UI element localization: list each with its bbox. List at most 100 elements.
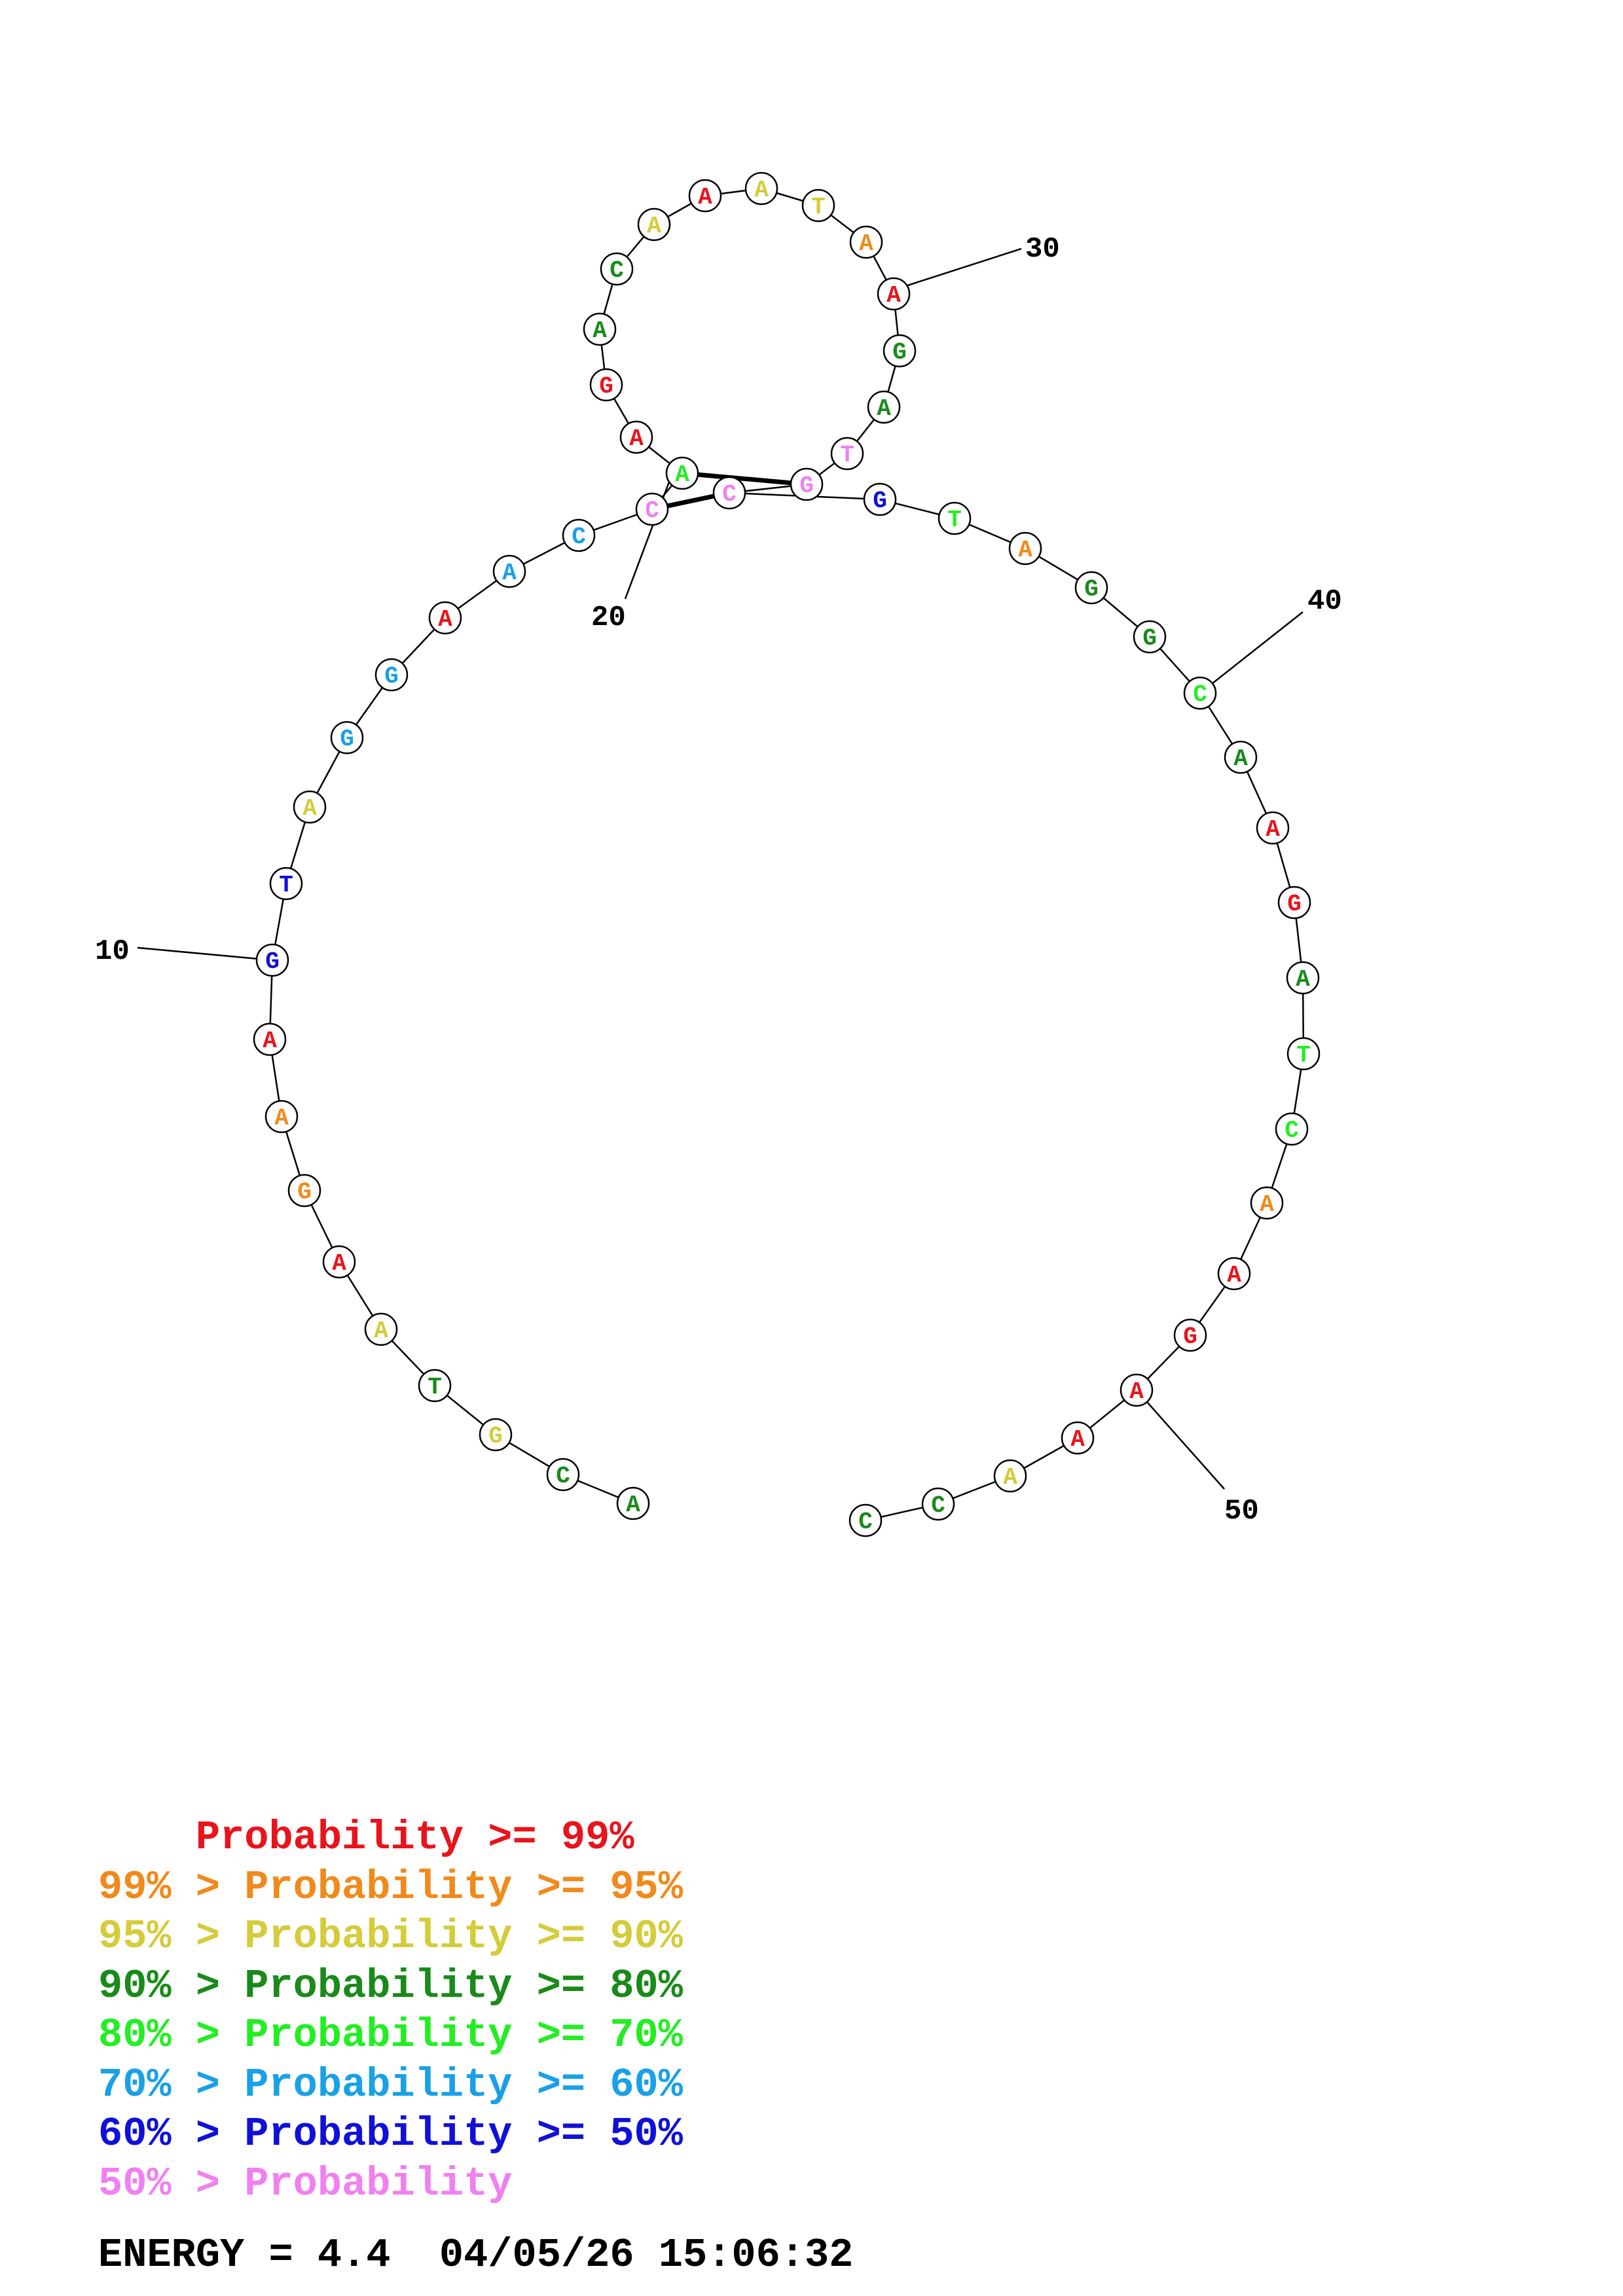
nucleotide: T [938, 501, 972, 535]
nucleotide-circle [253, 1022, 287, 1056]
nucleotide: A [877, 277, 911, 311]
nucleotide: A [293, 790, 327, 824]
nucleotide: A [1256, 811, 1290, 845]
nucleotide-circle [583, 312, 617, 346]
nucleotide-base: C [722, 481, 737, 508]
legend-label: 50% > Probability [98, 2160, 513, 2207]
nucleotide-base: C [1285, 1117, 1299, 1144]
nucleotide: A [1008, 531, 1042, 565]
nucleotide: C [600, 252, 634, 286]
nucleotide: C [546, 1458, 580, 1492]
nucleotide-base: G [799, 473, 814, 499]
nucleotide-circle [293, 790, 327, 824]
nucleotide: C [562, 518, 596, 552]
legend-label: 99% > Probability >= 95% [98, 1863, 683, 1910]
nucleotide-circle [255, 943, 289, 977]
nucleotide-base: G [1142, 625, 1157, 652]
nucleotide-base: A [302, 795, 317, 822]
nucleotide: G [1074, 571, 1108, 605]
legend-label: 60% > Probability >= 50% [98, 2111, 683, 2157]
nucleotide-base: A [1227, 1262, 1241, 1289]
nucleotide-circle [712, 476, 746, 510]
nucleotide: A [849, 225, 883, 259]
nucleotide-circle [801, 188, 835, 223]
nucleotide-base: A [593, 317, 607, 344]
nucleotide: C [712, 476, 746, 510]
nucleotide-circle [428, 601, 462, 635]
nucleotide: A [637, 207, 671, 242]
nucleotide-circle [287, 1174, 321, 1208]
nucleotide: G [1133, 620, 1167, 654]
nucleotide-base: A [332, 1250, 346, 1277]
legend-label: 70% > Probability >= 60% [98, 2061, 683, 2108]
nucleotide: A [492, 554, 526, 588]
nucleotide-base: A [1003, 1464, 1017, 1491]
energy-footer: ENERGY = 4.4 04/05/26 15:06:32 [98, 2232, 854, 2278]
nucleotide-base: T [1296, 1042, 1311, 1069]
nucleotide: A [583, 312, 617, 346]
nucleotide-circle [938, 501, 972, 535]
nucleotide-circle [1286, 1037, 1321, 1071]
position-tick [1199, 611, 1304, 694]
position-label: 10 [95, 935, 130, 968]
nucleotide-circle [744, 171, 778, 206]
nucleotide: A [744, 171, 778, 206]
position-tick [137, 946, 273, 961]
legend-row: 80% > Probability >= 70% [98, 2011, 683, 2060]
nucleotide-base: A [1233, 745, 1248, 772]
nucleotide-base: G [340, 726, 354, 753]
legend-label: Probability >= 99% [98, 1814, 634, 1861]
position-label: 40 [1307, 585, 1342, 618]
nucleotide-circle [374, 658, 409, 692]
nucleotide: T [801, 188, 835, 223]
nucleotide: A [1120, 1373, 1154, 1407]
nucleotide-circle [877, 277, 911, 311]
nucleotide-circle [993, 1459, 1027, 1493]
nucleotide-circle [688, 179, 722, 213]
nucleotide: C [921, 1487, 955, 1521]
nucleotide: A [1217, 1257, 1251, 1291]
nucleotide-circle [330, 721, 364, 755]
nucleotide: T [1286, 1037, 1321, 1071]
nucleotide-base: C [610, 257, 624, 284]
nucleotide-base: A [1266, 816, 1280, 843]
nucleotide-circle [1120, 1373, 1154, 1407]
nucleotide-circle [589, 368, 623, 402]
nucleotide: T [418, 1369, 452, 1403]
legend-row: 70% > Probability >= 60% [98, 2060, 683, 2110]
nucleotide-base: A [698, 184, 712, 211]
nucleotide-base: A [859, 230, 873, 257]
nucleotide: A [428, 601, 462, 635]
base-pair-bond [682, 471, 807, 487]
nucleotide-base: A [647, 213, 661, 240]
nucleotide-base: T [428, 1374, 442, 1401]
nucleotide-circle [849, 225, 883, 259]
nucleotide: A [322, 1245, 356, 1279]
nucleotide: A [616, 1486, 650, 1520]
probability-legend: Probability >= 99% 99% > Probability >= 9… [98, 1813, 683, 2208]
nucleotide: C [1275, 1112, 1309, 1146]
nucleotide-circle [492, 554, 526, 588]
nucleotide-base: A [1070, 1426, 1085, 1453]
nucleotide-base: C [931, 1492, 945, 1519]
nucleotide-base: A [1129, 1378, 1144, 1405]
nucleotide: A [1250, 1186, 1284, 1220]
nucleotide-base: A [1018, 537, 1032, 564]
nucleotide-base: G [892, 339, 907, 366]
legend-row: Probability >= 99% [98, 1813, 683, 1863]
nucleotide-circle [848, 1503, 883, 1537]
legend-row: 50% > Probability [98, 2159, 683, 2209]
nucleotide-base: C [556, 1463, 570, 1490]
nucleotide-base: A [629, 425, 644, 452]
nucleotide-circle [1250, 1186, 1284, 1220]
nucleotide: G [287, 1174, 321, 1208]
nucleotide-circle [1133, 620, 1167, 654]
nucleotide: C [635, 492, 669, 526]
nucleotide-base: A [626, 1492, 640, 1518]
nucleotide-circle [479, 1418, 513, 1452]
nucleotide-base: A [675, 461, 689, 488]
nucleotide-circle [1061, 1421, 1095, 1455]
nucleotide-circle [619, 420, 653, 454]
nucleotide-base: A [1296, 966, 1310, 993]
